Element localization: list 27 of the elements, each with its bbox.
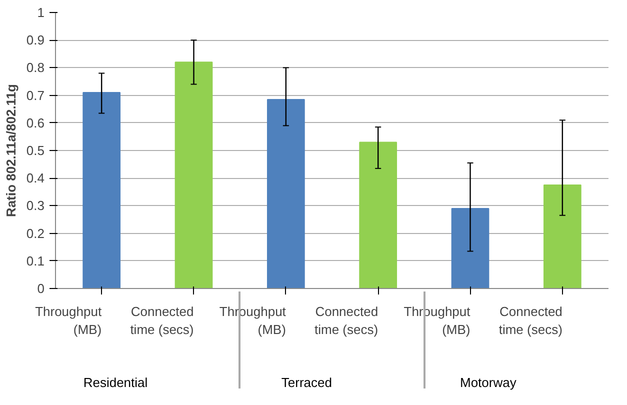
text: Throughput (MB) <box>404 304 470 337</box>
y-tick-label: 0.4 <box>26 170 45 186</box>
y-tick-label: 0.1 <box>26 253 45 268</box>
x-tick-label: Motorway <box>460 375 517 390</box>
series-label: Connected time (secs) <box>130 304 194 337</box>
y-axis-title: Ratio 802.11a/802.11g <box>3 84 18 217</box>
text: Connected time (secs) <box>498 304 562 337</box>
x-tick-label: Terraced <box>281 375 332 390</box>
y-tick-label: 0.7 <box>26 88 45 103</box>
y-tick-label: 0.5 <box>26 143 45 158</box>
text: Connected time (secs) <box>314 304 378 337</box>
x-tick-label: Residential <box>83 375 148 390</box>
series-label: Throughput (MB) <box>35 304 102 337</box>
y-tick-label: 0.2 <box>26 226 45 241</box>
y-tick-label: 1 <box>37 5 45 20</box>
y-tick-label: 0 <box>37 281 45 296</box>
bar <box>359 142 398 288</box>
bar <box>174 62 213 288</box>
y-tick-label: 0.3 <box>26 198 45 214</box>
y-tick-label: 0.6 <box>26 115 45 130</box>
y-tick-label: 0.8 <box>26 60 45 76</box>
text: Throughput (MB) <box>219 304 286 337</box>
bar <box>266 98 305 288</box>
bar <box>82 92 121 288</box>
bar <box>543 184 582 288</box>
y-tick-label: 0.9 <box>26 32 45 48</box>
bar <box>451 208 490 288</box>
